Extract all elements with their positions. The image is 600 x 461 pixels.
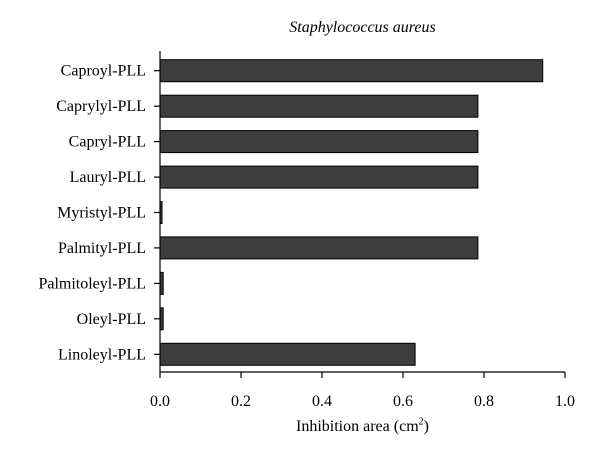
y-tick-label: Caproyl-PLL (61, 63, 146, 80)
bars-group (159, 59, 544, 366)
x-tick-label: 0.0 (150, 393, 170, 410)
x-tick-label: 0.4 (312, 393, 332, 410)
x-axis-label-text: Inhibition area (cm (296, 418, 419, 435)
bar-caproyl-pll (159, 59, 544, 83)
x-tick-label: 0.2 (231, 393, 251, 410)
y-category-labels: Caproyl-PLL Caprylyl-PLL Capryl-PLL Lauryl-… (38, 63, 146, 364)
y-axis (154, 51, 161, 372)
x-axis: 0.0 0.2 0.4 0.6 0.8 1.0 (150, 371, 575, 410)
y-tick-label: Caprylyl-PLL (56, 98, 146, 115)
y-tick-label: Myristyl-PLL (57, 205, 146, 222)
x-tick-label: 0.8 (474, 393, 494, 410)
x-axis-label: Inhibition area (cm2) (160, 416, 565, 436)
bar-palmityl-pll (159, 236, 479, 260)
x-axis-label-suffix: ) (423, 418, 429, 435)
y-tick-label: Oleyl-PLL (77, 311, 146, 328)
y-tick-label: Palmityl-PLL (58, 240, 146, 257)
bar-caprylyl-pll (159, 94, 479, 118)
chart-title: Staphylococcus aureus (289, 19, 436, 36)
y-tick-label: Palmitoleyl-PLL (38, 275, 146, 292)
y-tick-label: Capryl-PLL (69, 134, 146, 151)
bar-capryl-pll (159, 130, 479, 154)
y-tick-label: Lauryl-PLL (70, 169, 146, 186)
x-axis-label-superscript: 2 (418, 416, 424, 428)
bar-linoleyl-pll (159, 342, 416, 366)
y-tick-label: Linoleyl-PLL (58, 346, 146, 363)
bar-lauryl-pll (159, 165, 479, 189)
x-tick-label: 0.6 (393, 393, 413, 410)
x-tick-label: 1.0 (555, 393, 575, 410)
